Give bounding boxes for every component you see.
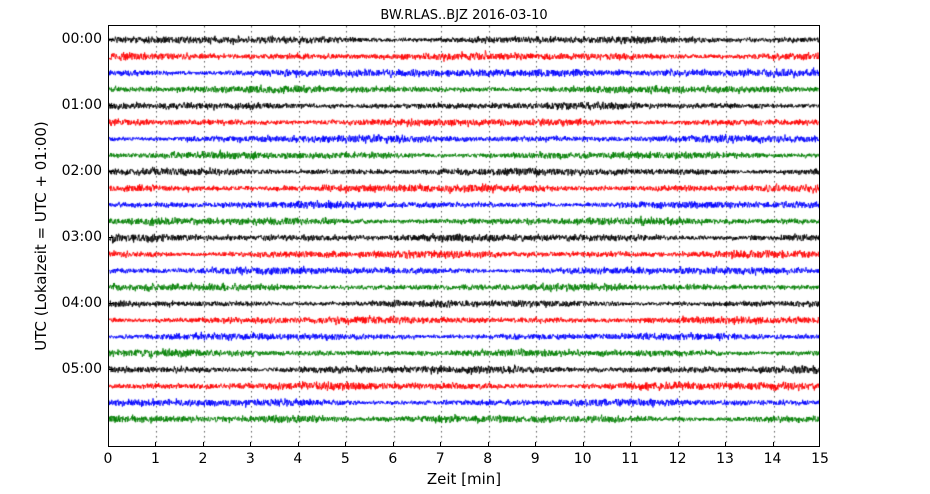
plot-axes [108,25,820,447]
x-tick-label: 7 [435,451,445,467]
y-tick-label: 00:00 [61,31,102,47]
y-tick-label: 02:00 [61,162,102,179]
x-tick-label: 3 [245,451,255,467]
x-tick-label: 5 [340,451,350,467]
x-tick-label: 15 [811,451,829,467]
x-tick-label: 0 [103,451,113,467]
x-axis-label: Zeit [min] [426,470,502,488]
x-tick-label: 4 [293,451,303,467]
x-tick-label: 13 [716,451,734,467]
x-tick-label: 2 [198,451,208,467]
y-tick-label-column: 00:00 01:00 02:00 03:00 04:00 05:00 [30,0,102,494]
y-tick-label: 04:00 [61,294,102,311]
x-tick-label: 11 [621,451,640,467]
y-tick-label: 03:00 [61,228,102,245]
y-tick-label: 05:00 [61,360,102,377]
x-tick-label: 8 [483,451,493,467]
x-tick-label: 10 [573,451,592,467]
seismogram-traces-canvas [109,26,819,446]
page-title: BW.RLAS..BJZ 2016-03-10 [380,8,548,23]
x-tick-label: 12 [668,451,687,467]
x-tick-label: 6 [388,451,398,467]
x-tick-label: 14 [763,451,782,467]
x-tick-label: 9 [530,451,540,467]
y-tick-label: 01:00 [61,96,102,113]
x-tick-label: 1 [150,451,160,467]
